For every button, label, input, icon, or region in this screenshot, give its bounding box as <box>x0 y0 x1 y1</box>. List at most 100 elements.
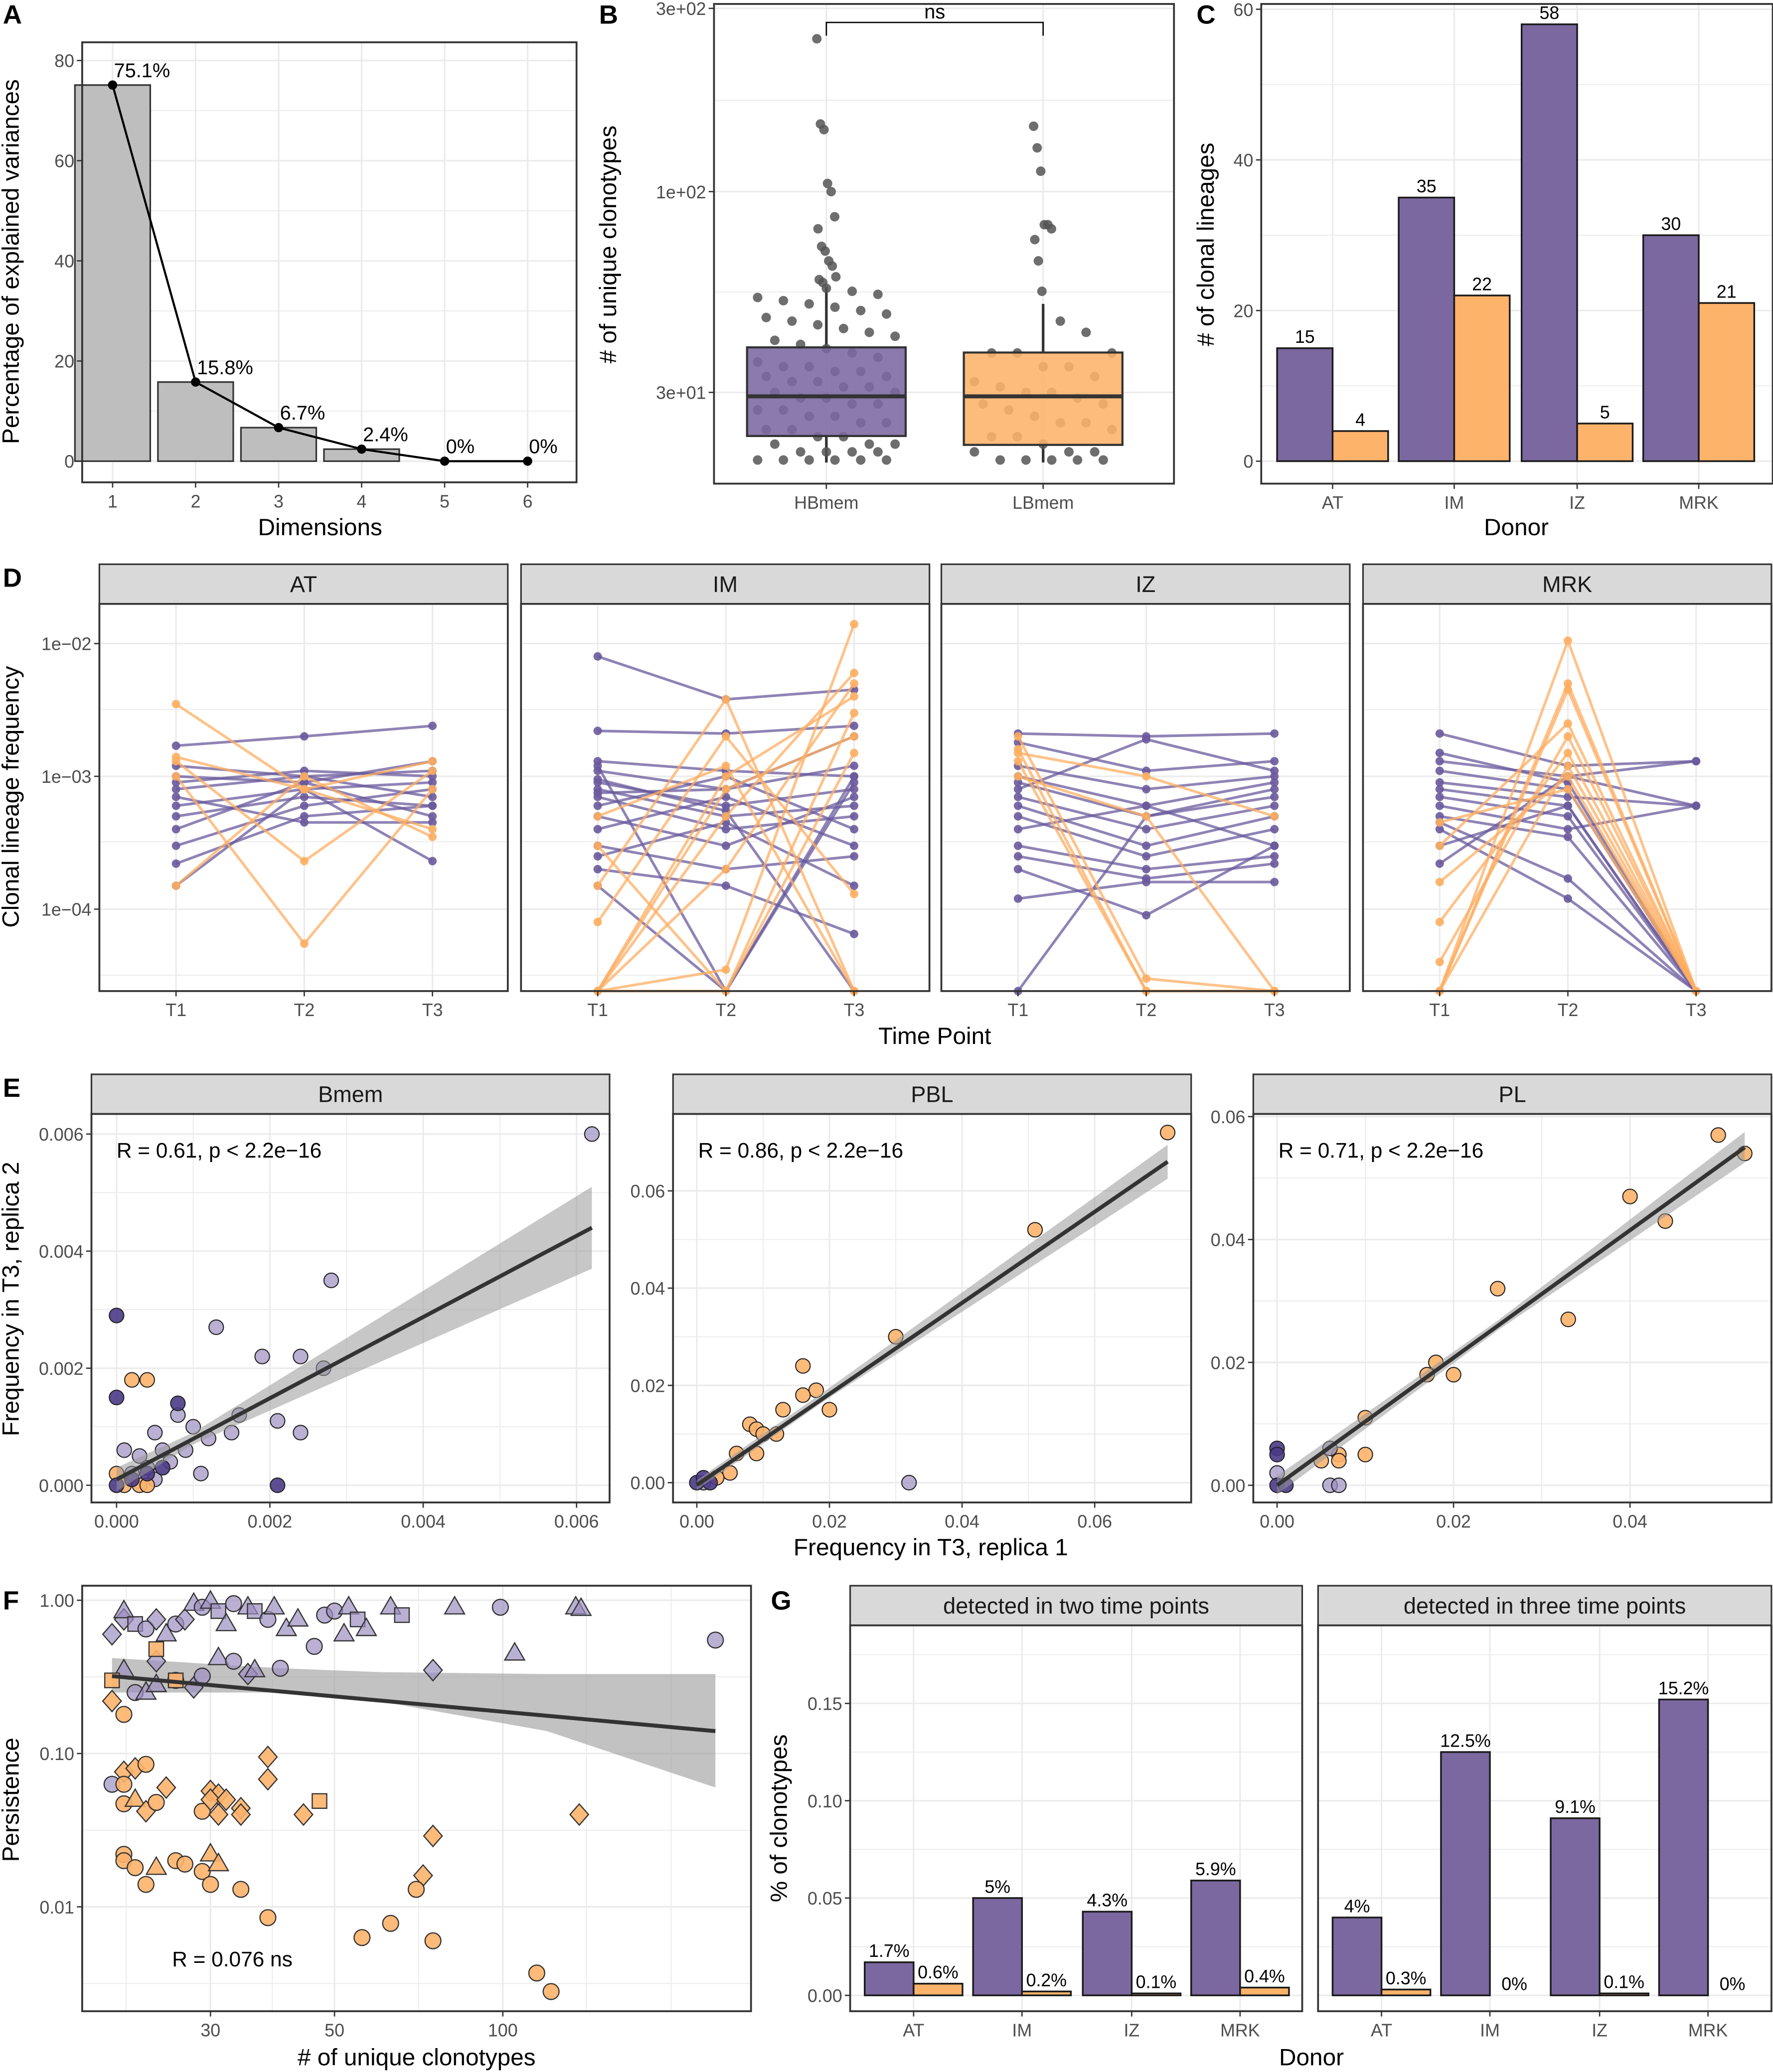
data-point <box>1270 878 1279 887</box>
facet-strip <box>90 1073 611 1115</box>
data-point <box>1564 685 1572 694</box>
data-label: 4.3% <box>1087 1891 1128 1911</box>
data-point-triangle <box>145 1856 167 1875</box>
y-tick-label: 0.00 <box>631 1474 665 1493</box>
bar <box>1576 423 1634 462</box>
panel-label: E <box>3 1073 20 1103</box>
data-point <box>1098 455 1108 465</box>
data-point <box>193 1466 209 1481</box>
data-label: 12.5% <box>1440 1731 1490 1751</box>
data-label: 6.7% <box>280 402 325 424</box>
data-point <box>804 455 814 465</box>
data-point <box>813 224 823 234</box>
data-point <box>593 801 602 810</box>
data-point <box>1446 1367 1461 1383</box>
y-tick-label: 0.10 <box>807 1791 842 1811</box>
data-point <box>1564 732 1572 741</box>
data-point <box>1055 316 1065 326</box>
data-point <box>721 812 730 821</box>
data-point <box>827 261 837 271</box>
data-point-circle <box>115 1776 133 1793</box>
data-point <box>1013 748 1022 757</box>
data-label: 58 <box>1539 3 1559 23</box>
data-point-diamond <box>102 1623 122 1646</box>
correlation-annotation: R = 0.076 ns <box>172 1947 293 1971</box>
x-tick-label: IM <box>1480 2020 1500 2040</box>
data-point <box>1357 1447 1373 1463</box>
data-point <box>1331 1453 1347 1469</box>
facet-strip <box>1362 563 1773 605</box>
data-point <box>274 423 284 433</box>
data-point <box>1029 121 1039 131</box>
data-point <box>1142 865 1151 874</box>
data-point <box>1710 1127 1726 1143</box>
data-point <box>1142 785 1151 794</box>
x-tick-label: T3 <box>844 1000 865 1020</box>
data-point <box>300 818 309 827</box>
data-point <box>753 455 763 465</box>
y-tick-label: 1e−03 <box>41 767 92 787</box>
data-point <box>593 882 602 890</box>
data-point <box>995 455 1005 465</box>
data-point-triangle <box>199 1842 222 1862</box>
data-point <box>1692 757 1701 766</box>
data-point-triangle <box>503 1641 526 1661</box>
box <box>746 346 907 438</box>
y-tick-label: 20 <box>54 352 74 372</box>
data-point <box>1030 235 1040 245</box>
data-point <box>171 882 180 890</box>
data-label: 0% <box>529 436 557 458</box>
y-tick-label: 0.00 <box>1211 1476 1246 1496</box>
data-point <box>850 882 859 890</box>
x-tick-label: 30 <box>200 2020 220 2040</box>
y-tick-label: 40 <box>1234 150 1254 170</box>
data-point <box>1270 792 1279 801</box>
data-point <box>1435 841 1444 850</box>
data-point <box>428 757 437 766</box>
data-point-circle <box>225 1595 242 1613</box>
data-point-circle <box>382 1915 399 1932</box>
data-point <box>812 34 822 44</box>
panel-label: C <box>1196 0 1215 30</box>
y-tick-label: 0.04 <box>631 1279 665 1299</box>
data-point-circle <box>176 1855 194 1873</box>
data-point <box>300 939 309 948</box>
data-point <box>428 812 437 821</box>
data-label: 35 <box>1417 176 1437 196</box>
bar <box>1380 1988 1432 1996</box>
y-axis-title: Frequency in T3, replica 2 <box>0 1162 24 1436</box>
data-point-square <box>210 1603 226 1619</box>
bar <box>864 1961 915 1996</box>
data-point <box>721 865 730 874</box>
data-label: 0.1% <box>1136 1972 1177 1992</box>
data-point <box>300 857 309 866</box>
data-point <box>821 447 831 457</box>
data-point-circle <box>115 1706 133 1723</box>
data-point <box>593 841 602 850</box>
data-point <box>813 320 823 330</box>
regression-line <box>115 1226 593 1481</box>
data-point <box>721 882 730 890</box>
data-point-triangle <box>244 1658 266 1678</box>
y-tick-label: 0.05 <box>807 1889 842 1909</box>
x-tick-label: 0.06 <box>1077 1511 1112 1531</box>
data-point-square <box>247 1603 263 1619</box>
data-point <box>428 857 437 866</box>
bar <box>1398 196 1455 462</box>
bar <box>1698 302 1756 462</box>
data-label: 15.2% <box>1658 1678 1709 1698</box>
data-point <box>1142 852 1151 861</box>
data-label: 0% <box>446 436 475 458</box>
bar <box>1550 1817 1601 1996</box>
x-tick-label: IZ <box>1569 493 1585 513</box>
plot-background <box>82 1586 751 2012</box>
data-point <box>761 312 771 322</box>
x-axis-title: # of unique clonotypes <box>298 2045 536 2071</box>
data-point <box>1090 447 1100 457</box>
data-point <box>1142 911 1151 920</box>
data-point <box>171 812 180 821</box>
data-point <box>850 669 859 678</box>
data-point <box>428 832 437 841</box>
y-tick-label: 1e+02 <box>656 182 706 202</box>
